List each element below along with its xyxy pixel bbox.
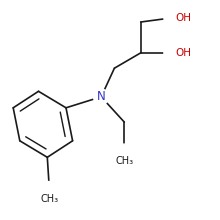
- Text: N: N: [97, 90, 106, 103]
- Text: OH: OH: [176, 48, 192, 58]
- Text: OH: OH: [176, 13, 192, 23]
- Circle shape: [164, 8, 184, 28]
- Text: CH₃: CH₃: [40, 194, 59, 204]
- Circle shape: [164, 43, 184, 63]
- Circle shape: [114, 144, 134, 164]
- Circle shape: [94, 89, 109, 104]
- Circle shape: [40, 182, 59, 201]
- Text: CH₃: CH₃: [115, 156, 133, 166]
